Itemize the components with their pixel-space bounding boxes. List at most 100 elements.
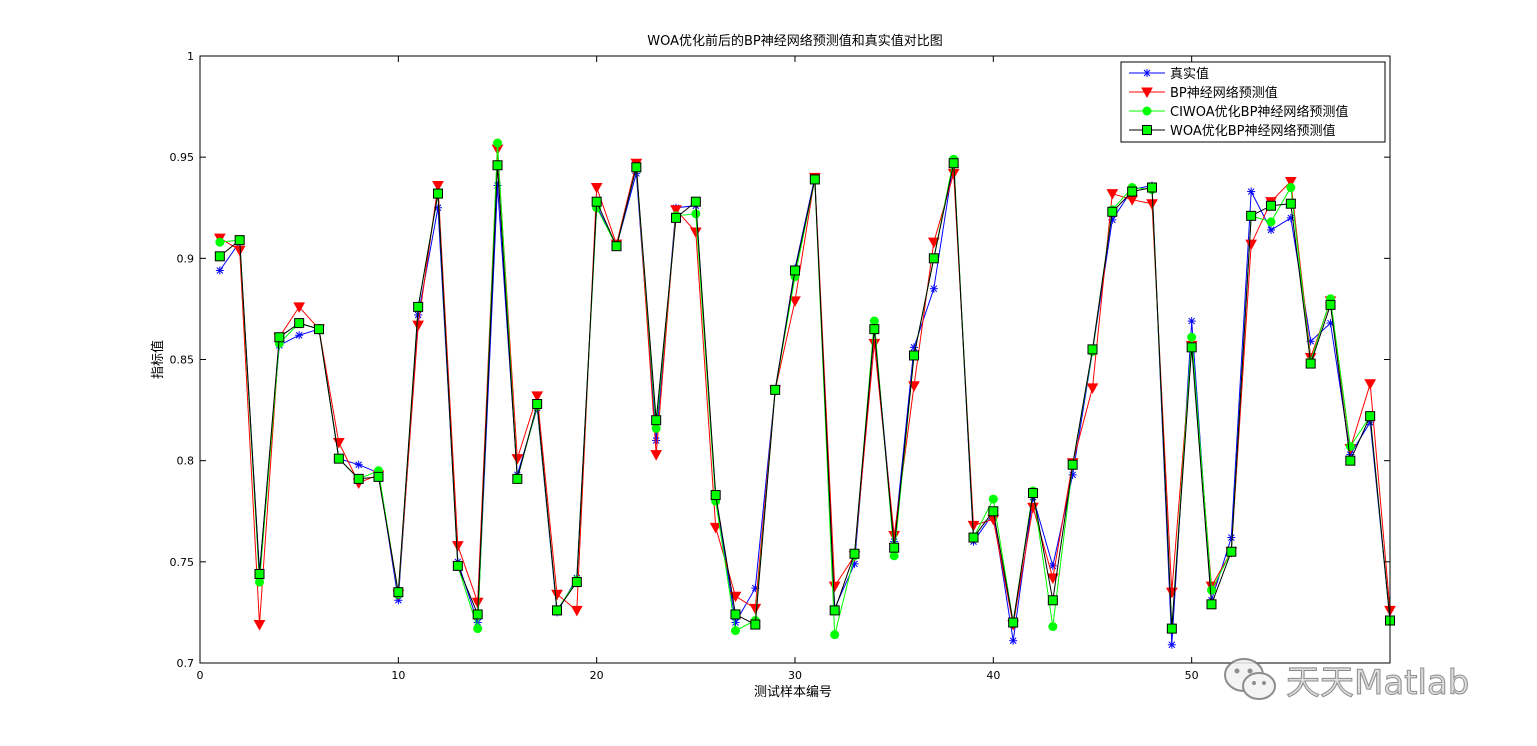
series-2-point [412, 320, 425, 332]
legend-marker [1142, 106, 1152, 116]
series-2-point [471, 597, 484, 609]
series-4-point [452, 560, 463, 571]
plot-area [200, 56, 1390, 663]
legend-item: WOA优化BP神经网络预测值 [1129, 123, 1336, 139]
series-3-point [691, 209, 701, 219]
series-2-point [551, 589, 563, 601]
series-4-point [234, 235, 245, 246]
series-4-point [750, 619, 761, 630]
y-tick-label: 0.7 [177, 657, 195, 670]
series-4-point [1266, 200, 1276, 211]
legend-item: BP神经网络预测值 [1129, 85, 1278, 101]
series-2-point [1086, 383, 1099, 394]
series-4-point [809, 174, 820, 185]
series-3-point [1345, 442, 1355, 452]
series-3-point [988, 494, 998, 504]
series-4-point [1186, 342, 1197, 353]
watermark-text: 天天Matlab [1285, 662, 1470, 703]
legend-marker [1141, 87, 1153, 99]
legend-label: WOA优化BP神经网络预测值 [1170, 123, 1336, 139]
series-4-point [770, 384, 781, 395]
series-2-point [570, 605, 583, 617]
legend-marker [1143, 69, 1151, 77]
legend-item: CIWOA优化BP神经网络预测值 [1129, 104, 1348, 120]
series-1-point [355, 461, 363, 469]
series-4-point [333, 453, 344, 464]
series-4-point [1087, 344, 1098, 355]
series-1-point [216, 267, 224, 274]
series-layer [213, 138, 1396, 649]
series-4-point [1365, 411, 1376, 422]
series-4-point [433, 188, 443, 199]
series-4-point [1345, 455, 1356, 466]
series-4-point [413, 301, 424, 312]
y-tick-label: 0.9 [177, 252, 195, 265]
legend: 真实值 BP神经网络预测值 CIWOA优化BP神经网络预测值 WOA优化BP神经网络预… [1120, 61, 1386, 143]
series-4-point [889, 542, 900, 553]
series-2-point [531, 391, 544, 402]
series-4-point [928, 253, 939, 264]
series-1-point [851, 560, 858, 568]
y-tick-label: 0.85 [170, 354, 195, 367]
series-4-point [532, 399, 543, 410]
series-1-point [930, 285, 938, 293]
series-3-point [1187, 332, 1197, 342]
series-4-point [1047, 595, 1058, 606]
series-2-point [1364, 379, 1377, 390]
series-2-point [590, 183, 603, 194]
series-1-point [732, 619, 739, 626]
series-1-point [1188, 317, 1196, 325]
x-tick-label: 30 [788, 669, 802, 682]
series-4-point [690, 196, 701, 207]
legend-marker [1142, 125, 1152, 135]
legend-label: 真实值 [1170, 66, 1209, 82]
series-2-point [670, 205, 682, 216]
series-1-point [1287, 214, 1295, 222]
series-3-point [473, 624, 483, 634]
series-3-point [1266, 217, 1276, 227]
series-2-point [967, 520, 980, 532]
series-4-point [829, 605, 840, 616]
series-2-point [1106, 189, 1119, 200]
series-2-point [293, 302, 306, 313]
series-4-point [1147, 182, 1157, 193]
x-tick-label: 20 [590, 669, 604, 682]
series-4-point [254, 568, 265, 579]
series-4-point [353, 473, 364, 484]
series-4-point [988, 506, 999, 517]
series-3-point [889, 551, 899, 561]
series-4-point [671, 212, 681, 223]
series-4-point [552, 605, 562, 616]
series-3-point [493, 138, 502, 148]
series-4-point [710, 490, 721, 501]
series-4-point [1325, 299, 1336, 310]
series-1-point [1009, 637, 1017, 645]
series-4-point [869, 324, 880, 335]
plot-background [200, 56, 1390, 663]
series-2-point [1046, 573, 1059, 585]
series-4-point [631, 162, 642, 173]
x-axis-title: 测试样本编号 [754, 685, 832, 700]
series-4-point [849, 548, 860, 559]
series-4-point [512, 473, 523, 484]
series-4-point [1166, 623, 1177, 634]
series-4-point [1305, 358, 1316, 369]
series-4-point [214, 251, 225, 262]
series-4-point [274, 332, 285, 343]
series-2-point [253, 620, 266, 631]
series-4-point [314, 324, 324, 335]
legend-label: CIWOA优化BP神经网络预测值 [1170, 104, 1348, 120]
series-4-point [373, 471, 384, 482]
series-1-point [295, 331, 303, 339]
series-2-point [650, 450, 663, 461]
series-4-point [1206, 599, 1217, 610]
series-2-point [511, 454, 524, 465]
x-tick-label: 50 [1185, 669, 1199, 682]
series-1-point [1227, 534, 1235, 541]
series-1-point [652, 437, 660, 444]
series-4-point [611, 241, 622, 252]
y-tick-label: 0.95 [170, 151, 195, 164]
series-2-point [789, 296, 801, 307]
chart-title: WOA优化前后的BP神经网络预测值和真实值对比图 [647, 33, 943, 49]
series-4-point [1028, 488, 1038, 499]
